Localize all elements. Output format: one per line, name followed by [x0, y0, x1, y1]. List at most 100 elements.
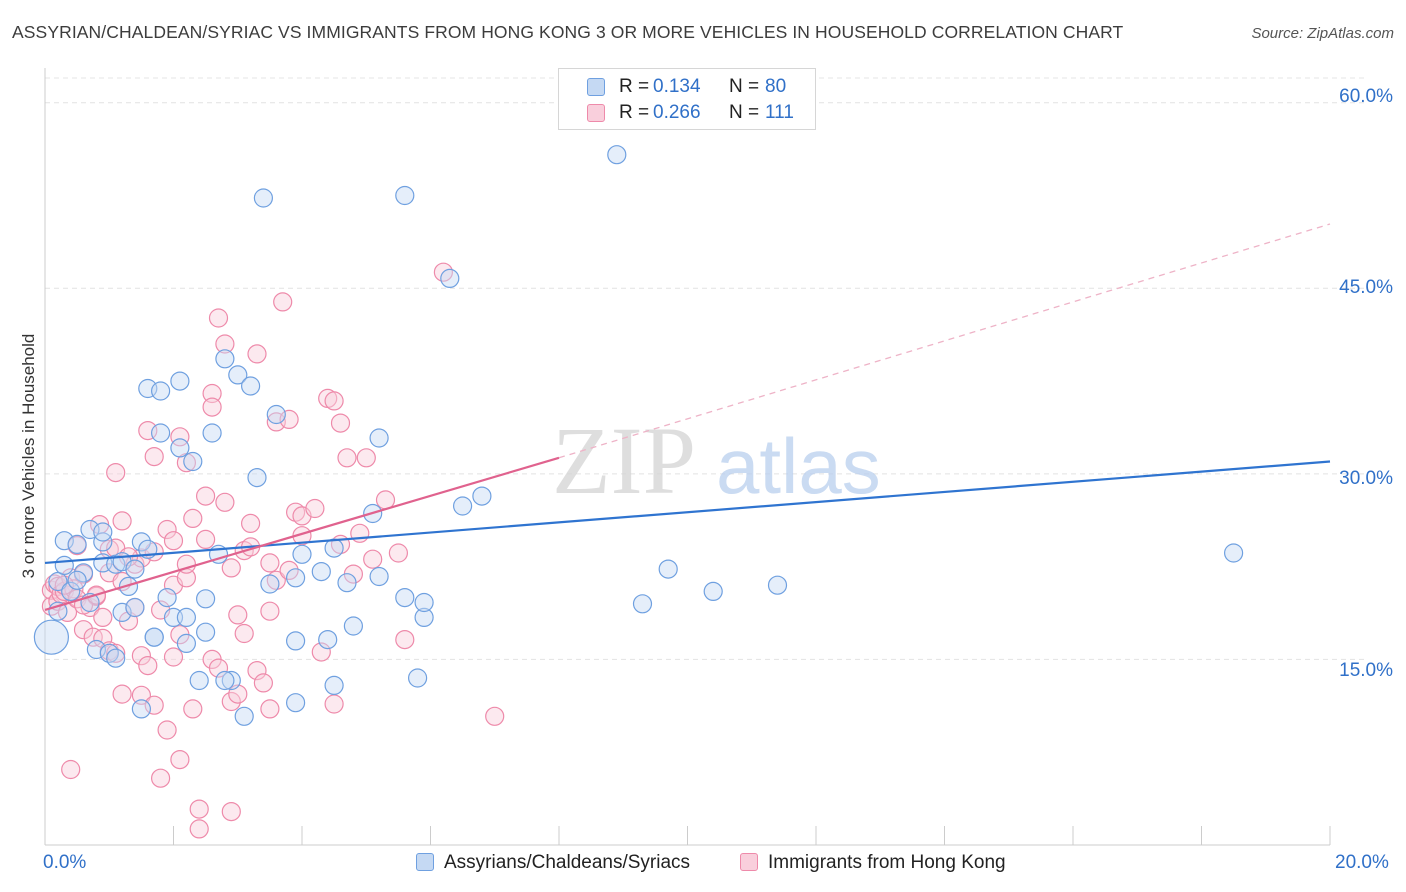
assyrian-point: [632, 594, 653, 614]
assyrian-point: [170, 438, 190, 458]
hong-kong-point: [208, 308, 229, 328]
legend-n-label: N =: [729, 102, 760, 123]
assyrian-point: [266, 404, 286, 425]
hong-kong-point: [221, 691, 241, 712]
assyrian-point: [1223, 543, 1244, 563]
hong-kong-point: [144, 447, 164, 467]
hong-kong-trend-line: [44, 456, 560, 612]
hong-kong-point: [324, 694, 344, 714]
assyrian-point: [215, 349, 235, 369]
assyrian-point: [176, 633, 196, 654]
hong-kong-point: [106, 463, 126, 483]
hong-kong-point: [221, 801, 241, 822]
hong-kong-point: [144, 695, 164, 715]
assyrian-point: [414, 607, 434, 628]
bottom-legend-label-blue: Assyrians/Chaldeans/Syriacs: [444, 852, 691, 873]
series-assyrian-points: [33, 145, 1244, 726]
watermark: ZIP atlas: [552, 407, 881, 514]
assyrian-point: [112, 602, 132, 623]
hong-kong-point: [170, 749, 190, 770]
assyrian-point: [324, 675, 344, 696]
assyrian-point: [253, 188, 273, 208]
assyrian-point: [318, 629, 338, 650]
assyrian-point: [337, 573, 357, 593]
assyrian-point: [125, 597, 145, 618]
hong-kong-point: [202, 397, 222, 417]
assyrian-point: [767, 575, 788, 595]
assyrian-point: [61, 581, 81, 602]
assyrian-point: [170, 371, 190, 391]
legend-r-value: 0.134: [653, 76, 701, 97]
assyrian-point: [106, 648, 126, 668]
assyrian-point: [118, 576, 139, 597]
assyrian-point: [286, 568, 306, 588]
legend-n-value: 80: [765, 76, 787, 97]
trend-lines: [44, 223, 1331, 612]
hong-kong-point: [151, 768, 171, 788]
assyrian-point: [93, 532, 113, 552]
watermark-atlas: atlas: [716, 422, 881, 510]
series-hong-kong-points: [41, 262, 505, 839]
hong-kong-point: [305, 498, 325, 519]
assyrian-point: [286, 693, 306, 713]
assyrian-point: [324, 538, 344, 558]
assyrian-point: [131, 699, 151, 719]
bottom-legend-swatch-pink: [740, 853, 758, 871]
assyrian-point: [343, 616, 363, 636]
legend-n-value: 111: [765, 102, 794, 123]
assyrian-point: [54, 555, 74, 576]
watermark-zip: ZIP: [552, 407, 696, 514]
assyrian-point: [196, 622, 216, 642]
hong-kong-point: [253, 673, 273, 693]
assyrian-point: [125, 559, 145, 579]
assyrian-point: [395, 185, 415, 206]
assyrian-point: [151, 381, 171, 401]
hong-kong-point: [189, 799, 209, 819]
bottom-legend-label-pink: Immigrants from Hong Kong: [768, 852, 1006, 873]
x-tick-max: 20.0%: [1335, 852, 1389, 873]
source-label: Source: ZipAtlas.com: [1251, 25, 1394, 42]
assyrian-point: [440, 268, 460, 288]
hong-kong-point: [228, 605, 248, 625]
assyrian-point: [202, 423, 222, 443]
y-tick-label: 30.0%: [1339, 468, 1393, 489]
assyrian-point: [176, 607, 196, 628]
assyrian-point: [54, 531, 74, 551]
assyrian-point: [234, 706, 254, 726]
legend-n-label: N =: [729, 76, 760, 97]
hong-kong-point: [157, 720, 177, 740]
hong-kong-point: [388, 543, 408, 563]
assyrian-point: [369, 428, 389, 448]
assyrian-point: [260, 574, 280, 594]
legend-swatch-blue: [587, 78, 605, 96]
hong-kong-point: [330, 413, 351, 433]
assyrian-point: [67, 534, 87, 555]
hong-kong-point: [61, 759, 81, 780]
assyrian-point: [241, 376, 261, 396]
hong-kong-point: [106, 643, 126, 663]
legend-r-value: 0.266: [653, 102, 701, 123]
assyrian-point: [157, 587, 177, 608]
assyrian-point: [33, 619, 70, 655]
bottom-legend-pink: Immigrants from Hong Kong: [740, 852, 1006, 876]
hong-kong-point: [356, 448, 376, 468]
legend-r-label: R =: [619, 76, 650, 97]
hong-kong-point: [279, 409, 299, 429]
hong-kong-point: [286, 502, 306, 522]
hong-kong-point: [157, 519, 177, 540]
assyrian-point: [453, 496, 473, 516]
x-tick-min: 0.0%: [43, 852, 87, 873]
assyrian-point: [703, 581, 723, 602]
hong-kong-point: [170, 427, 190, 447]
assyrian-point: [311, 561, 331, 582]
hong-kong-point: [131, 685, 151, 705]
hong-kong-point: [247, 660, 267, 681]
y-tick-label: 45.0%: [1339, 277, 1393, 298]
hong-kong-point: [163, 647, 184, 667]
hong-kong-point: [112, 684, 132, 704]
hong-kong-point: [363, 549, 383, 569]
assyrian-point: [93, 522, 113, 542]
hong-kong-point: [196, 486, 216, 506]
assyrian-point: [286, 631, 306, 651]
